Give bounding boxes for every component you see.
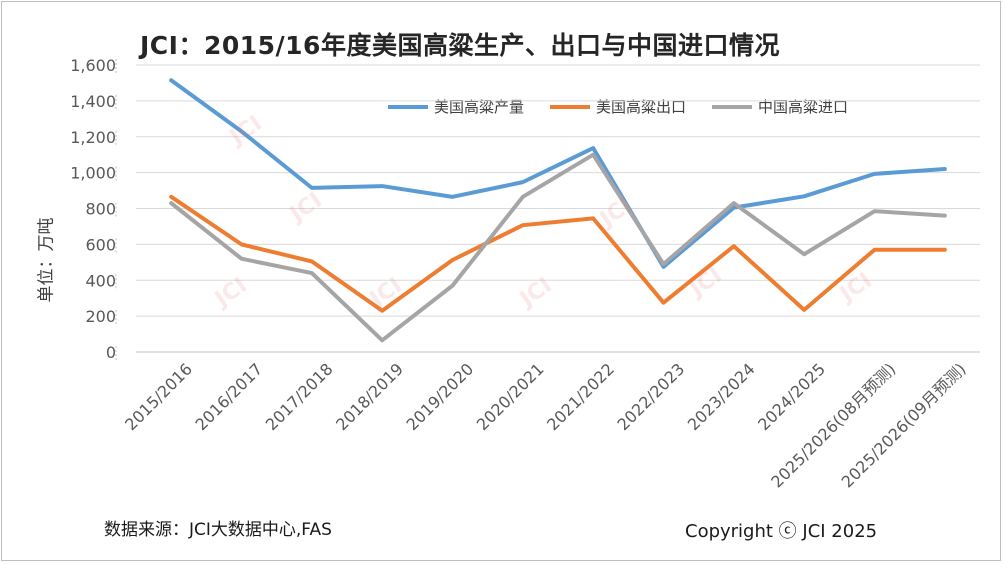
legend-label-production: 美国高粱产量 <box>434 98 525 116</box>
source-note: 数据来源：JCI大数据中心,FAS <box>104 520 332 540</box>
x-tick-label: 2017/2018 <box>262 359 337 434</box>
data-point <box>591 216 595 220</box>
data-point <box>310 186 314 190</box>
x-tick-label: 2022/2023 <box>613 359 688 434</box>
y-tick-label: 1,600 <box>70 56 116 75</box>
legend-label-export: 美国高粱出口 <box>596 98 687 116</box>
x-tick-label: 2019/2020 <box>402 359 477 434</box>
y-tick-label: 400 <box>85 271 116 290</box>
data-point <box>169 78 173 82</box>
series-line-0 <box>169 78 947 269</box>
data-point <box>943 167 947 171</box>
series-line-1 <box>169 194 947 313</box>
data-point <box>521 223 525 227</box>
chart-title: JCI：2015/16年度美国高粱生产、出口与中国进口情况 <box>140 31 780 60</box>
data-point <box>662 265 665 269</box>
data-point <box>591 146 595 150</box>
y-tick-label: 1,200 <box>70 128 116 147</box>
data-point <box>802 308 806 312</box>
legend: 美国高粱产量 美国高粱出口 中国高粱进口 <box>388 96 848 117</box>
data-point <box>662 301 665 305</box>
x-tick-label: 2023/2024 <box>684 359 759 434</box>
data-point <box>240 242 243 246</box>
x-tick-label: 2020/2021 <box>473 359 548 434</box>
y-tick-label: 1,400 <box>70 92 116 111</box>
data-point <box>451 258 454 262</box>
legend-swatch-production <box>388 104 428 109</box>
y-tick-label: 0 <box>106 343 116 362</box>
legend-item-production: 美国高粱产量 <box>388 96 524 117</box>
copyright-note: Copyright ⓒ JCI 2025 <box>685 521 878 542</box>
x-tick-label: 2016/2017 <box>191 359 266 434</box>
x-tick-label: 2015/2016 <box>121 359 196 434</box>
data-point <box>380 338 384 342</box>
data-point <box>943 214 947 218</box>
data-point <box>591 153 595 157</box>
data-point <box>169 201 173 205</box>
series-line-2 <box>169 152 947 343</box>
x-tick-label: 2021/2022 <box>543 359 618 434</box>
data-point <box>380 184 384 188</box>
data-point <box>521 195 525 199</box>
data-point <box>732 206 736 210</box>
data-point <box>240 129 243 133</box>
data-point <box>802 252 806 256</box>
x-tick-label: 2025/2026(09月预测) <box>838 359 970 491</box>
data-point <box>732 244 736 248</box>
data-point <box>310 259 314 263</box>
legend-swatch-import <box>712 104 753 109</box>
y-tick-label: 600 <box>85 235 116 254</box>
y-tick-label: 200 <box>85 307 116 326</box>
y-tick-label: 1,000 <box>70 164 116 183</box>
data-point <box>310 271 314 275</box>
legend-label-import: 中国高粱进口 <box>758 98 849 116</box>
legend-item-export: 美国高粱出口 <box>550 96 686 117</box>
data-point <box>732 201 736 205</box>
data-point <box>169 195 173 199</box>
legend-swatch-export <box>550 104 591 109</box>
data-point <box>662 262 665 266</box>
data-point <box>802 194 806 198</box>
data-point <box>451 284 454 288</box>
y-tick-label: 800 <box>85 200 116 219</box>
data-point <box>521 180 525 184</box>
x-tick-label: 2018/2019 <box>332 359 407 434</box>
legend-item-import: 中国高粱进口 <box>712 96 848 117</box>
data-point <box>873 209 876 213</box>
x-tick-label: 2024/2025 <box>754 359 829 434</box>
data-point <box>943 248 947 252</box>
data-point <box>380 309 384 313</box>
data-point <box>451 195 454 199</box>
data-point <box>873 248 876 252</box>
x-tick-label: 2025/2026(08月预测) <box>767 359 899 491</box>
data-point <box>873 172 876 176</box>
data-point <box>240 257 243 261</box>
